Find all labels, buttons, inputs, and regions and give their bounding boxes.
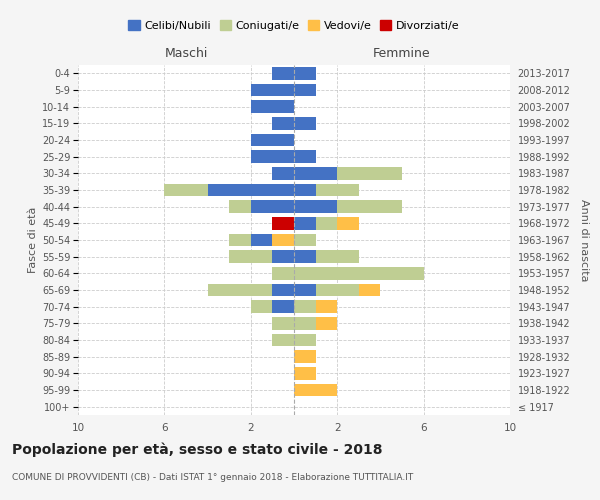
- Text: Femmine: Femmine: [373, 47, 431, 60]
- Bar: [294, 284, 316, 296]
- Bar: [316, 217, 337, 230]
- Bar: [251, 150, 294, 163]
- Bar: [272, 217, 294, 230]
- Bar: [272, 117, 294, 130]
- Bar: [251, 200, 294, 213]
- Bar: [337, 217, 359, 230]
- Bar: [294, 167, 337, 179]
- Bar: [337, 167, 402, 179]
- Bar: [251, 234, 272, 246]
- Bar: [316, 250, 359, 263]
- Bar: [272, 67, 294, 80]
- Bar: [294, 150, 316, 163]
- Bar: [316, 284, 359, 296]
- Bar: [316, 317, 337, 330]
- Text: Maschi: Maschi: [164, 47, 208, 60]
- Bar: [294, 350, 316, 363]
- Bar: [337, 200, 402, 213]
- Bar: [208, 284, 272, 296]
- Bar: [272, 167, 294, 179]
- Bar: [272, 334, 294, 346]
- Text: COMUNE DI PROVVIDENTI (CB) - Dati ISTAT 1° gennaio 2018 - Elaborazione TUTTITALI: COMUNE DI PROVVIDENTI (CB) - Dati ISTAT …: [12, 472, 413, 482]
- Bar: [294, 300, 316, 313]
- Bar: [316, 300, 337, 313]
- Bar: [294, 384, 337, 396]
- Y-axis label: Fasce di età: Fasce di età: [28, 207, 38, 273]
- Bar: [294, 367, 316, 380]
- Bar: [294, 84, 316, 96]
- Bar: [208, 184, 294, 196]
- Bar: [294, 117, 316, 130]
- Bar: [294, 267, 424, 280]
- Bar: [272, 300, 294, 313]
- Bar: [294, 184, 316, 196]
- Bar: [272, 267, 294, 280]
- Bar: [251, 134, 294, 146]
- Bar: [272, 284, 294, 296]
- Y-axis label: Anni di nascita: Anni di nascita: [579, 198, 589, 281]
- Bar: [229, 234, 251, 246]
- Bar: [272, 234, 294, 246]
- Bar: [294, 67, 316, 80]
- Legend: Celibi/Nubili, Coniugati/e, Vedovi/e, Divorziati/e: Celibi/Nubili, Coniugati/e, Vedovi/e, Di…: [126, 18, 462, 33]
- Bar: [294, 234, 316, 246]
- Bar: [272, 317, 294, 330]
- Bar: [272, 250, 294, 263]
- Bar: [294, 317, 316, 330]
- Bar: [164, 184, 208, 196]
- Text: Popolazione per età, sesso e stato civile - 2018: Popolazione per età, sesso e stato civil…: [12, 442, 383, 457]
- Bar: [251, 100, 294, 113]
- Bar: [251, 300, 272, 313]
- Bar: [294, 217, 316, 230]
- Bar: [229, 250, 272, 263]
- Bar: [294, 200, 337, 213]
- Bar: [229, 200, 251, 213]
- Bar: [359, 284, 380, 296]
- Bar: [251, 84, 294, 96]
- Bar: [294, 334, 316, 346]
- Bar: [316, 184, 359, 196]
- Bar: [294, 250, 316, 263]
